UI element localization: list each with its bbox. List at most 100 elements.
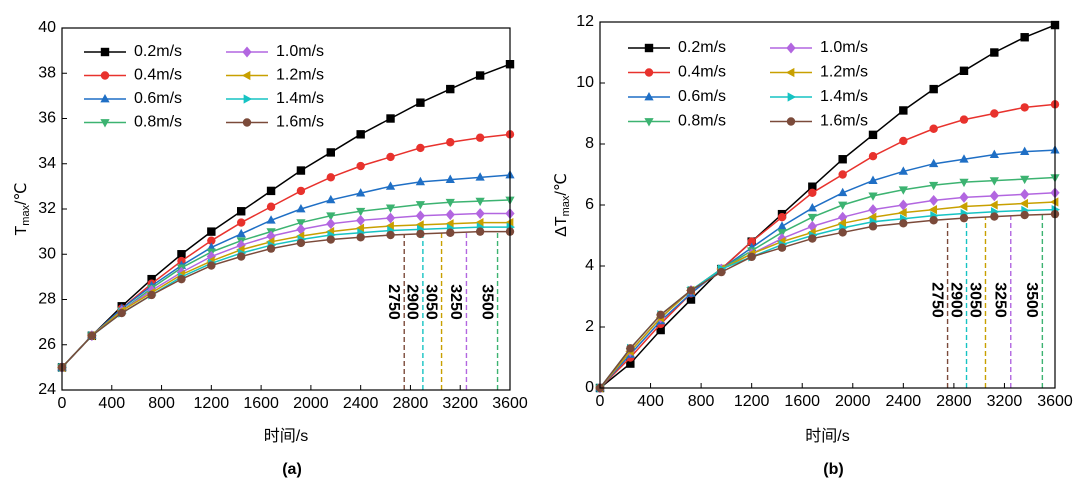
legend-marker bbox=[242, 118, 252, 127]
legend-label: 1.0m/s bbox=[820, 39, 868, 56]
series-line bbox=[61, 174, 511, 368]
marker bbox=[296, 203, 306, 213]
marker bbox=[326, 173, 335, 182]
marker bbox=[237, 218, 246, 227]
marker bbox=[807, 203, 817, 212]
marker bbox=[808, 182, 817, 191]
panel-label: (a) bbox=[282, 461, 302, 478]
marker bbox=[475, 227, 485, 236]
y-tick-label: 12 bbox=[576, 13, 594, 30]
marker bbox=[326, 148, 335, 157]
legend-label: 1.2m/s bbox=[820, 64, 868, 81]
marker bbox=[386, 230, 395, 240]
marker bbox=[326, 212, 336, 221]
marker bbox=[867, 212, 877, 222]
marker bbox=[445, 209, 455, 221]
marker bbox=[929, 216, 938, 225]
marker bbox=[356, 207, 366, 217]
legend-label: 0.4m/s bbox=[134, 67, 182, 84]
x-tick-label: 3600 bbox=[1037, 393, 1073, 410]
legend-label: 0.8m/s bbox=[134, 114, 182, 131]
y-tick-label: 0 bbox=[585, 379, 594, 396]
marker bbox=[445, 198, 455, 208]
marker bbox=[989, 177, 999, 186]
legend-label: 1.4m/s bbox=[820, 88, 868, 105]
marker bbox=[296, 166, 306, 175]
marker bbox=[838, 170, 847, 179]
marker bbox=[385, 221, 394, 231]
marker bbox=[777, 213, 787, 222]
legend-marker bbox=[100, 93, 110, 103]
marker bbox=[326, 218, 336, 230]
marker bbox=[475, 197, 485, 207]
marker bbox=[356, 188, 366, 197]
legend-marker bbox=[100, 71, 110, 80]
marker bbox=[415, 201, 426, 210]
marker bbox=[686, 286, 696, 295]
marker bbox=[686, 295, 696, 304]
marker bbox=[445, 174, 455, 183]
marker bbox=[326, 235, 335, 244]
legend-marker bbox=[787, 92, 797, 102]
legend-marker bbox=[644, 43, 654, 53]
marker bbox=[1020, 175, 1030, 185]
marker bbox=[177, 250, 186, 259]
marker bbox=[475, 71, 485, 80]
legend-marker bbox=[243, 94, 253, 104]
marker bbox=[475, 133, 485, 142]
y-tick-label: 28 bbox=[38, 291, 56, 308]
y-tick-label: 36 bbox=[38, 110, 56, 127]
marker bbox=[207, 227, 216, 236]
marker bbox=[266, 202, 276, 211]
reference-label: 2750 bbox=[928, 282, 945, 318]
marker bbox=[207, 236, 216, 245]
marker bbox=[266, 244, 276, 253]
marker bbox=[989, 200, 998, 210]
marker bbox=[990, 109, 999, 118]
y-axis-title-main: T bbox=[13, 225, 30, 235]
marker bbox=[868, 222, 878, 231]
marker bbox=[446, 138, 455, 147]
marker bbox=[626, 344, 635, 353]
marker bbox=[959, 115, 969, 124]
x-tick-label: 3200 bbox=[987, 393, 1023, 410]
y-tick-label: 8 bbox=[585, 135, 594, 152]
legend-marker bbox=[644, 118, 654, 127]
marker bbox=[356, 130, 365, 139]
legend-label: 1.2m/s bbox=[276, 67, 324, 84]
marker bbox=[475, 172, 485, 181]
y-tick-label: 2 bbox=[585, 318, 594, 335]
marker bbox=[475, 217, 484, 228]
series-line bbox=[61, 212, 510, 368]
marker bbox=[868, 204, 878, 216]
marker bbox=[1020, 103, 1029, 112]
panel: 2750 2900 3050 3250 3500 0.2m/s 0.4m/s 0.6m/s 0.… bbox=[553, 13, 1073, 478]
marker bbox=[899, 219, 908, 228]
legend-label: 0.8m/s bbox=[678, 113, 726, 130]
marker bbox=[475, 208, 485, 219]
marker bbox=[385, 212, 396, 224]
x-tick-label: 400 bbox=[637, 393, 664, 410]
marker bbox=[868, 152, 878, 161]
marker bbox=[959, 191, 969, 203]
legend-marker bbox=[644, 68, 654, 77]
legend-marker bbox=[242, 46, 252, 58]
series-line bbox=[599, 176, 1056, 389]
marker bbox=[1049, 197, 1059, 207]
x-tick-label: 0 bbox=[596, 393, 605, 410]
marker bbox=[236, 228, 246, 238]
marker bbox=[117, 308, 126, 318]
marker bbox=[415, 176, 426, 186]
reference-label: 3500 bbox=[478, 284, 495, 320]
marker bbox=[1020, 210, 1029, 220]
series-line bbox=[599, 201, 1056, 389]
marker bbox=[385, 181, 396, 190]
marker bbox=[415, 210, 426, 222]
y-axis-title-unit: /℃ bbox=[13, 182, 30, 204]
legend-label: 0.6m/s bbox=[678, 88, 726, 105]
x-tick-label: 800 bbox=[688, 393, 715, 410]
x-tick-label: 2800 bbox=[393, 395, 429, 412]
marker bbox=[717, 267, 726, 277]
x-tick-label: 1600 bbox=[784, 393, 820, 410]
y-tick-label: 34 bbox=[38, 155, 56, 172]
